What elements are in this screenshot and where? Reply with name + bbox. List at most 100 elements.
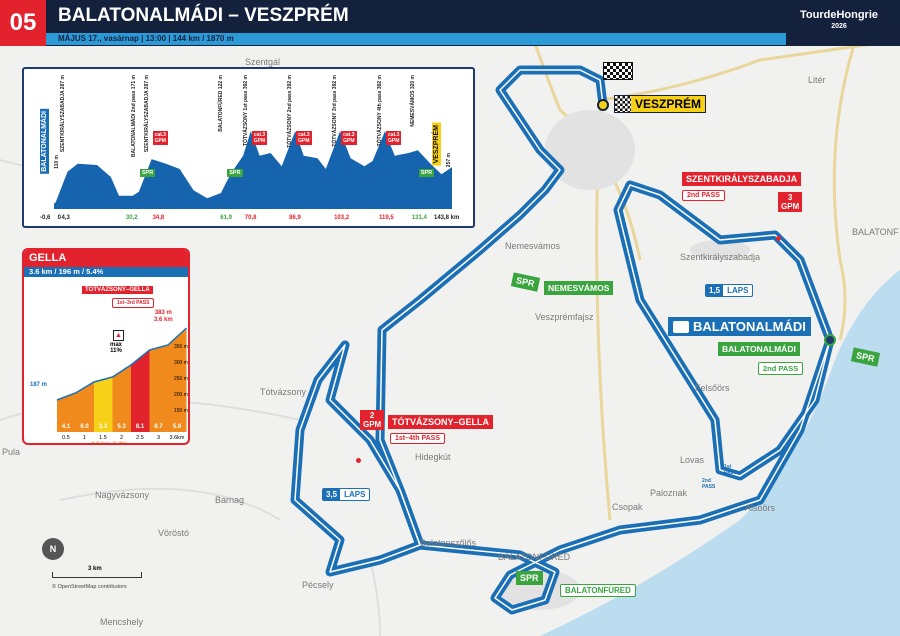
laps-east: 1,5 LAPS [705, 284, 754, 297]
gpm-category: cat.3 [388, 132, 400, 138]
finish-label: VESZPRÉM [432, 123, 441, 166]
gpm-flag: cat.3 GPM [251, 131, 268, 145]
km-label: 143,8 km [434, 215, 460, 221]
gpm-label: GPM [298, 138, 310, 144]
place-label: Felsőörs [695, 383, 730, 393]
altitude-tick: 200 m [174, 392, 188, 398]
spr-almadi-pass: 2nd PASS [758, 362, 804, 375]
kom-point [356, 458, 361, 463]
distance-tick: 0.5 [62, 435, 70, 441]
attribution: © OpenStreetMap contributors [52, 584, 127, 590]
climb-name: TÓTVÁZSONY–GELLA [82, 286, 153, 294]
gradient-segment [94, 377, 113, 432]
gpm-flag: cat.3 GPM [341, 131, 357, 145]
distance-tick: 3 [157, 435, 160, 441]
gradient-value: 4.1 [62, 424, 71, 430]
max-gradient: max 11% [110, 342, 123, 354]
gpm-category: cat.3 [298, 132, 310, 138]
profile-waypoint-label: BALATONFÜRED 122 m [218, 75, 225, 132]
scale-bar [52, 572, 142, 578]
elevation-area [54, 131, 452, 209]
stage-profile: -0,6 0 4,3 30,2 34,8 61,9 70,8 86,9 103,2 119,5 13… [22, 67, 475, 228]
distance-tick: 1.5 [99, 435, 107, 441]
gradient-segment [57, 393, 76, 432]
first-pass-note: 1st PASS [724, 464, 738, 476]
km-label: 0 [57, 215, 61, 221]
kom-szentkiralyszabadja-flag: 3 GPM [778, 192, 803, 212]
gpm-label: GPM [253, 138, 266, 144]
profile-waypoint-label: NEMESVÁMOS 320 m [409, 75, 416, 127]
stage-title: BALATONALMÁDI – VESZPRÉM [58, 5, 349, 26]
gpm-label: GPM [388, 138, 400, 144]
stage-subtitle: MÁJUS 17., vasárnap | 13:00 | 144 km / 1… [46, 33, 786, 45]
gradient-value: 6.7 [154, 424, 163, 430]
gpm-flag: cat.3 GPM [296, 131, 312, 145]
profile-waypoint-label: TÓTVÁZSONY 3rd pass 392 m [332, 75, 339, 147]
profile-waypoint-label: BALATONALMÁDI 2nd pass 171 m [130, 75, 137, 158]
km-label: 34,8 [152, 215, 165, 221]
km-label: 86,9 [289, 215, 301, 221]
start-label: BALATONALMÁDI [668, 317, 811, 336]
climb-chart: 4.1 0.5 6.0 1 3.3 1.5 5.3 2 8.1 2.5 6.7 3 5.6 3.6km 35… [56, 327, 188, 443]
gradient-value: 5.6 [173, 424, 182, 430]
finish-flag-icon [603, 62, 633, 80]
profile-waypoint-label: SZENTKIRÁLYSZABADJA 287 m [143, 75, 150, 153]
spr-nemesvamos-label: NEMESVÁMOS [544, 281, 614, 295]
kom-szentkiralyszabadja-pass: 2nd PASS [682, 190, 725, 201]
north-arrow-icon: N [42, 538, 64, 560]
place-label: Balatonszőlős [420, 538, 477, 548]
place-label: Tótvázsony [260, 387, 307, 397]
km-label: 70,8 [244, 215, 257, 221]
gradient-value: 5.3 [117, 424, 126, 430]
spr-flag: SPR [418, 169, 435, 177]
place-label: Hidegkút [415, 452, 451, 462]
spr-flag: SPR [227, 169, 243, 177]
kom-point [776, 236, 781, 241]
gradient-segment [168, 328, 187, 432]
place-label: Paloznak [650, 488, 688, 498]
place-label: Barnag [215, 495, 245, 505]
distance-tick: 1 [83, 435, 86, 441]
altitude-tick: 250 m [174, 376, 188, 382]
distance-tick: 2 [120, 435, 123, 441]
gpm-label: GPM [343, 138, 355, 144]
place-label: Szentgál [245, 57, 281, 67]
place-label: Szentkirályszabadja [680, 252, 761, 262]
spr-fured-flag: SPR [516, 571, 543, 585]
place-label: Vöröstó [158, 528, 190, 538]
gpm-category: cat.3 [253, 132, 266, 138]
gpm-flag: cat.3 GPM [386, 131, 402, 145]
place-label: Pécsely [302, 580, 334, 590]
place-label: Nagyvázsony [95, 490, 150, 500]
climb-title: GELLA [24, 250, 188, 267]
km-label: 30,2 [125, 215, 138, 221]
steep-warning-icon: ▲ [113, 330, 124, 341]
spr-fured-label: BALATONFÜRED [560, 584, 636, 597]
place-label: Mencshely [100, 617, 144, 627]
gradient-segment [112, 365, 131, 432]
gradient-value: 8.1 [136, 424, 145, 430]
climb-top: 383 m 3.6 km [154, 310, 173, 323]
climb-profile-gella: GELLA 3.6 km / 196 m / 5.4% TÓTVÁZSONY–G… [22, 248, 190, 445]
gradient-segment [75, 382, 94, 432]
profile-waypoint-label: TÓTVÁZSONY 4th pass 392 m [377, 75, 384, 147]
spr-almadi-label: BALATONALMÁDI [718, 342, 800, 356]
climb-stats: 3.6 km / 196 m / 5.4% [24, 267, 188, 277]
distance-tick: 2.5 [136, 435, 144, 441]
altitude-tick: 300 m [174, 360, 188, 366]
place-label: Alsóörs [745, 503, 776, 513]
place-label: BALATONF [852, 227, 899, 237]
gradient-segment [149, 345, 168, 432]
profile-waypoint-label: SZENTKIRÁLYSZABADJA 287 m [59, 75, 66, 153]
climb-pass: 1st–3rd PASS [112, 298, 155, 308]
kom-gella-flag: 2 GPM [360, 410, 385, 430]
finish-label: VESZPRÉM [614, 95, 707, 113]
place-label: BALATONFÜRED [498, 552, 571, 562]
gpm-flag: cat.3 GPM [152, 131, 168, 145]
gpm-category: cat.3 [343, 132, 355, 138]
altitude-label: 257 m [446, 153, 452, 168]
place-label: Litér [808, 75, 826, 85]
place-label: Pula [2, 447, 21, 457]
start-point [824, 334, 836, 346]
